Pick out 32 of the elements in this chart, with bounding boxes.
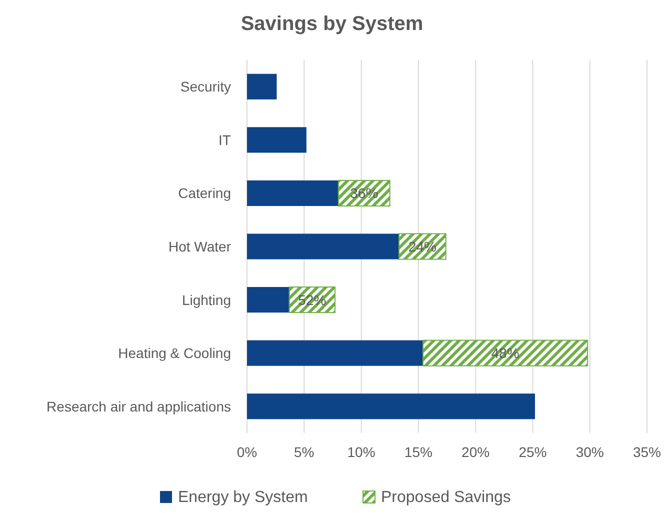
bar <box>247 180 338 206</box>
y-tick-label: Heating & Cooling <box>118 345 231 362</box>
bar <box>247 74 277 100</box>
y-tick-label: Hot Water <box>168 238 232 254</box>
bar <box>247 127 306 153</box>
x-tick-label: 30% <box>576 444 604 460</box>
x-tick-label: 0% <box>236 444 258 460</box>
x-tick-label: 35% <box>632 444 662 460</box>
bar <box>247 234 399 260</box>
x-tick-label: 15% <box>404 444 432 460</box>
x-tick-label: 25% <box>518 444 547 460</box>
y-tick-label: Security <box>180 78 231 95</box>
legend-label: Energy by System <box>178 489 308 506</box>
y-tick-label: Research air and applications <box>46 398 231 414</box>
y-tick-label: Lighting <box>182 292 231 308</box>
bar <box>247 286 290 313</box>
legend-label: Proposed Savings <box>381 489 511 506</box>
annotation: 24% <box>408 238 436 254</box>
x-tick-label: 20% <box>462 444 490 460</box>
chart-title: Savings by System <box>240 13 424 35</box>
bar <box>398 233 446 260</box>
bar <box>247 340 423 366</box>
y-tick-label: Catering <box>178 185 231 202</box>
x-tick-label: 10% <box>347 444 376 460</box>
annotation: 36% <box>350 185 378 202</box>
annotation: 48% <box>491 345 520 362</box>
bar <box>338 180 390 207</box>
x-tick-label: 5% <box>294 444 314 460</box>
annotation: 52% <box>298 292 326 308</box>
bar <box>247 394 535 420</box>
bar <box>422 340 588 366</box>
y-tick-label: IT <box>218 132 232 148</box>
